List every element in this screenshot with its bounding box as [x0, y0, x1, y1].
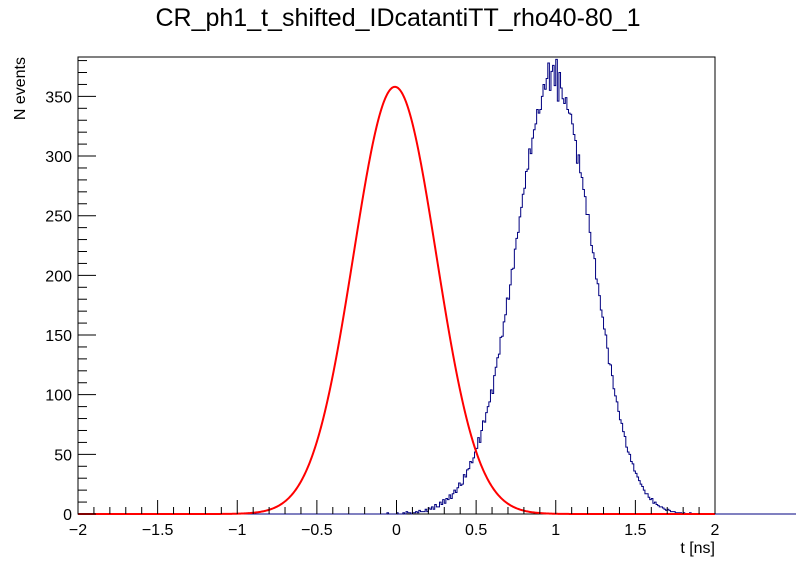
x-tick-label: −0.5	[301, 522, 333, 539]
y-tick-label: 100	[45, 388, 72, 405]
plot-frame-border	[77, 56, 716, 515]
x-tick-label: 2	[711, 522, 720, 539]
x-tick-label: −1	[228, 522, 246, 539]
y-tick-label: 0	[63, 507, 72, 524]
x-tick-label: −1.5	[142, 522, 174, 539]
x-tick-label: 1.5	[624, 522, 646, 539]
gaussian-fit-line	[78, 85, 715, 515]
y-axis-label: N events	[12, 57, 29, 120]
x-tick-label: −2	[69, 522, 87, 539]
y-tick-label: 350	[45, 89, 72, 106]
histogram-series	[78, 58, 796, 515]
x-axis: −2 −1.5 −1 −0.5 0 0.5 1 1.5 2	[69, 500, 720, 539]
y-tick-label: 200	[45, 268, 72, 285]
x-tick-label: 0.5	[465, 522, 487, 539]
y-tick-label: 50	[54, 447, 72, 464]
x-axis-label: t [ns]	[680, 540, 715, 557]
histogram-line	[78, 58, 796, 515]
gaussian-fit-series	[78, 85, 715, 515]
y-axis: 0 50 100 150 200 250 300 350	[45, 60, 96, 524]
plot-frame	[77, 56, 716, 515]
x-tick-label: 0	[392, 522, 401, 539]
y-tick-label: 150	[45, 328, 72, 345]
x-tick-label: 1	[551, 522, 560, 539]
chart-title: CR_ph1_t_shifted_IDcatantiTT_rho40-80_1	[155, 4, 641, 32]
y-tick-label: 250	[45, 209, 72, 226]
y-tick-label: 300	[45, 149, 72, 166]
